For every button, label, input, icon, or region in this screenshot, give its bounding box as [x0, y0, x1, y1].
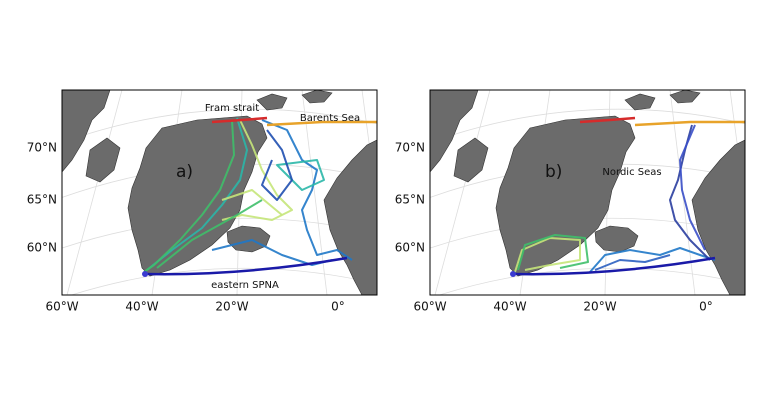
- graticule: [430, 108, 745, 143]
- lat-label: 60°N: [27, 241, 57, 255]
- lat-label: 65°N: [27, 193, 57, 207]
- graticule: [62, 108, 377, 143]
- lon-label: 0°: [699, 300, 713, 314]
- graticule: [66, 90, 123, 295]
- land: [594, 225, 639, 253]
- map-frame: [429, 89, 746, 296]
- trajectory: [146, 117, 248, 271]
- land: [453, 137, 489, 183]
- lat-label: 70°N: [395, 141, 425, 155]
- trajectory: [156, 199, 263, 269]
- trajectory: [221, 189, 283, 216]
- fram-section: [211, 116, 268, 124]
- trajectory: [276, 159, 325, 191]
- barents-section: [266, 120, 377, 127]
- land: [430, 90, 479, 173]
- lon-label: 60°W: [45, 300, 78, 314]
- lon-label: 40°W: [493, 300, 526, 314]
- map-body: [62, 90, 377, 295]
- trajectory: [143, 119, 235, 273]
- land: [62, 90, 111, 173]
- trajectory: [594, 254, 671, 271]
- annotation: Nordic Seas: [602, 167, 661, 178]
- trajectory: [261, 119, 353, 261]
- land: [256, 93, 288, 111]
- annotation: eastern SPNA: [211, 280, 279, 291]
- trajectory: [221, 119, 293, 221]
- lon-label: 60°W: [413, 300, 446, 314]
- barents-section: [634, 120, 745, 127]
- spna-section: [144, 256, 348, 276]
- lat-label: 65°N: [395, 193, 425, 207]
- spna-section: [512, 256, 716, 276]
- land: [691, 139, 745, 295]
- lon-label: 40°W: [125, 300, 158, 314]
- land: [323, 139, 377, 295]
- trajectory: [517, 234, 589, 271]
- trajectory: [514, 237, 581, 273]
- trajectory: [261, 129, 293, 201]
- land: [624, 93, 656, 111]
- land: [127, 115, 268, 277]
- map-panel: a) Fram strait Barents Sea eastern SPNA 70°N…: [27, 89, 378, 314]
- annotation: Fram strait: [205, 103, 259, 114]
- land: [85, 137, 121, 183]
- land: [669, 90, 701, 104]
- panel-label: a): [176, 162, 193, 182]
- map-body: [430, 90, 745, 295]
- land: [301, 90, 333, 104]
- lon-label: 20°W: [215, 300, 248, 314]
- section-end: [142, 271, 148, 277]
- lat-label: 70°N: [27, 141, 57, 155]
- section-end: [510, 271, 516, 277]
- trajectory: [589, 247, 716, 273]
- fram-section: [579, 116, 636, 124]
- panel-label: b): [545, 162, 562, 182]
- lon-label: 0°: [331, 300, 345, 314]
- map-frame: [61, 89, 378, 296]
- lat-label: 60°N: [395, 241, 425, 255]
- graticule: [434, 90, 491, 295]
- map-panel: b) Nordic Seas 70°N 65°N 60°N 60°W 40°W 20°W 0°: [395, 89, 746, 314]
- annotation: Barents Sea: [300, 113, 360, 124]
- trajectory: [679, 124, 706, 251]
- lon-label: 20°W: [583, 300, 616, 314]
